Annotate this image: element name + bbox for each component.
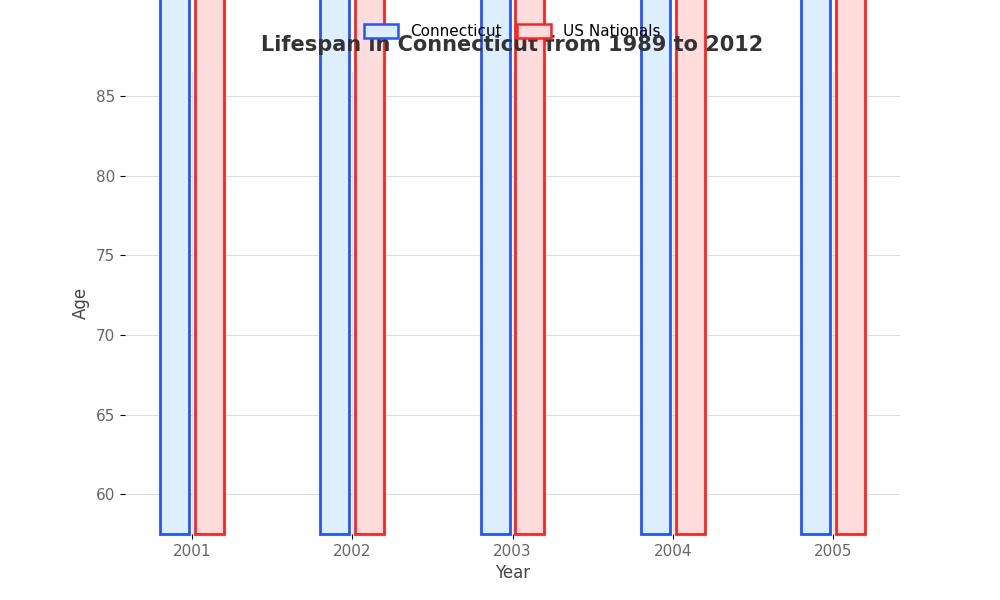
Bar: [801, 0, 830, 534]
Bar: [160, 0, 189, 534]
Y-axis label: Age: Age: [72, 287, 90, 319]
Bar: [676, 0, 705, 534]
Legend: Connecticut, US Nationals: Connecticut, US Nationals: [364, 24, 661, 39]
Bar: [481, 0, 510, 534]
Bar: [836, 0, 865, 534]
X-axis label: Year: Year: [495, 564, 530, 582]
Bar: [355, 0, 384, 534]
Bar: [641, 0, 670, 534]
Title: Lifespan in Connecticut from 1989 to 2012: Lifespan in Connecticut from 1989 to 201…: [261, 35, 764, 55]
Bar: [195, 0, 224, 534]
Bar: [515, 0, 544, 534]
Bar: [320, 0, 349, 534]
